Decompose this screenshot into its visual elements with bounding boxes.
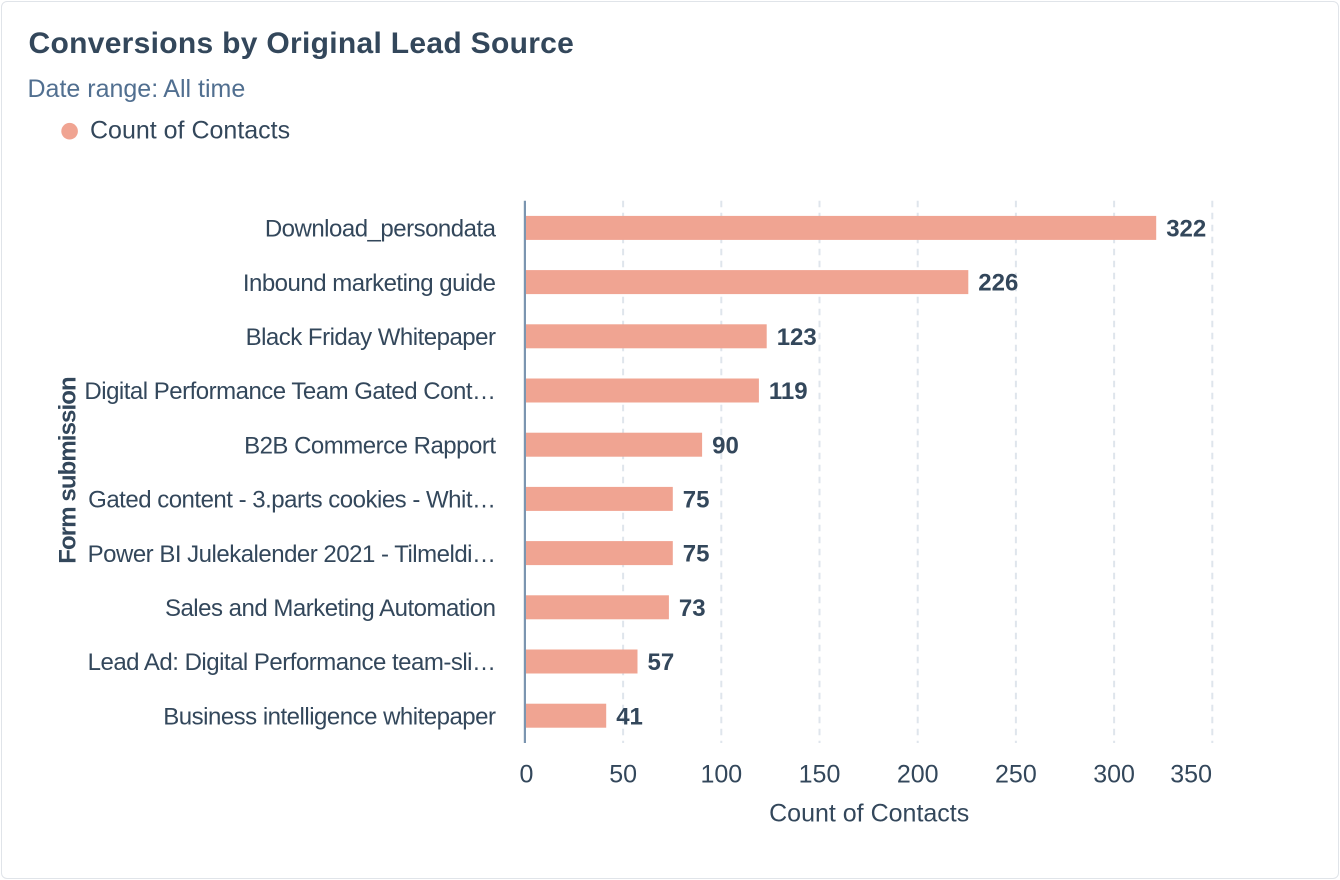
svg-text:119: 119 <box>769 378 808 405</box>
svg-text:250: 250 <box>995 761 1037 789</box>
svg-text:Count of Contacts: Count of Contacts <box>769 800 969 828</box>
svg-text:57: 57 <box>648 649 675 676</box>
svg-text:300: 300 <box>1093 761 1135 789</box>
svg-text:Gated content - 3.parts cookie: Gated content - 3.parts cookies - Whit… <box>88 487 495 514</box>
svg-text:100: 100 <box>700 761 742 789</box>
svg-text:Conversions by Original Lead S: Conversions by Original Lead Source <box>29 27 575 60</box>
svg-text:200: 200 <box>897 761 939 789</box>
svg-text:350: 350 <box>1170 761 1212 789</box>
svg-text:B2B Commerce Rapport: B2B Commerce Rapport <box>244 432 496 459</box>
svg-text:Download_persondata: Download_persondata <box>265 216 497 243</box>
svg-text:75: 75 <box>683 541 710 568</box>
svg-text:Sales and Marketing Automation: Sales and Marketing Automation <box>165 595 496 622</box>
svg-text:Inbound marketing guide: Inbound marketing guide <box>243 270 496 297</box>
svg-text:All time: All time <box>163 75 245 103</box>
svg-text:Form submission: Form submission <box>54 377 81 564</box>
svg-text:Black Friday Whitepaper: Black Friday Whitepaper <box>246 324 496 351</box>
svg-text:322: 322 <box>1166 216 1206 243</box>
svg-text:Count of Contacts: Count of Contacts <box>90 117 290 145</box>
svg-text:73: 73 <box>679 595 706 622</box>
svg-text:Date range:: Date range: <box>28 75 159 103</box>
svg-text:Power BI Julekalender 2021 - T: Power BI Julekalender 2021 - Tilmeldi… <box>88 541 496 568</box>
svg-text:150: 150 <box>799 761 841 789</box>
svg-text:75: 75 <box>683 487 710 514</box>
svg-text:50: 50 <box>609 761 637 789</box>
svg-text:0: 0 <box>520 761 534 789</box>
svg-text:Lead Ad: Digital Performance t: Lead Ad: Digital Performance team-sli… <box>88 649 496 676</box>
svg-text:Digital Performance Team Gated: Digital Performance Team Gated Cont… <box>84 378 495 405</box>
svg-text:41: 41 <box>616 703 643 730</box>
svg-text:123: 123 <box>777 324 817 351</box>
svg-text:226: 226 <box>978 270 1018 297</box>
svg-text:Business intelligence whitepap: Business intelligence whitepaper <box>163 703 496 730</box>
svg-text:90: 90 <box>712 432 739 459</box>
